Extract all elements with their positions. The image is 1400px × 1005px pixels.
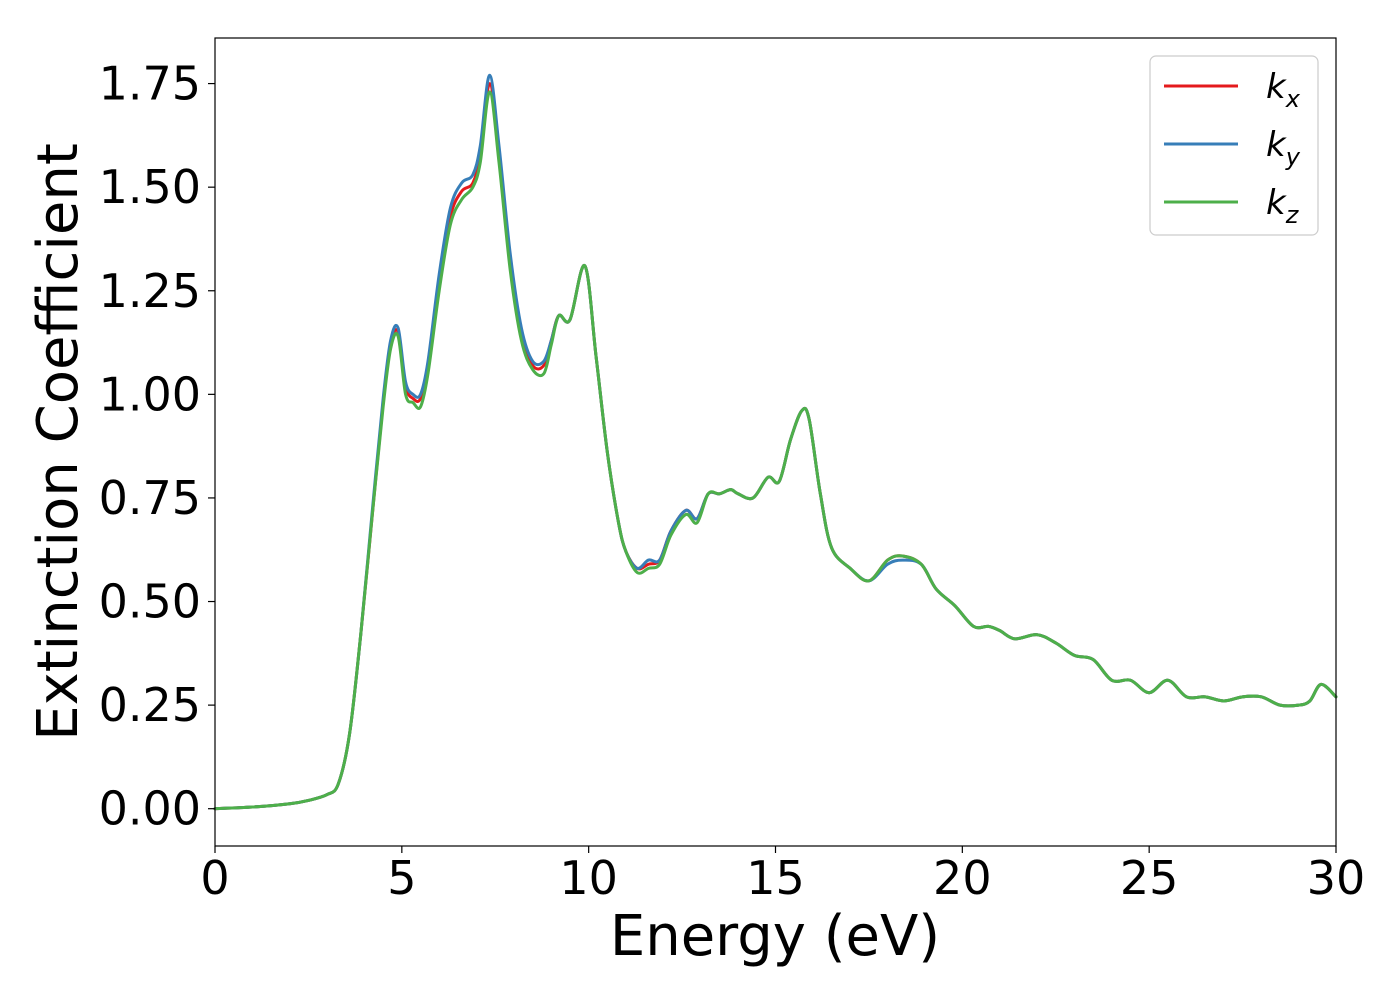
legend-label-subscript: y bbox=[1285, 143, 1301, 171]
x-tick-label: 25 bbox=[1120, 851, 1179, 905]
x-axis-label: Energy (eV) bbox=[610, 904, 940, 969]
x-tick-label: 20 bbox=[933, 851, 992, 905]
y-tick-label: 0.00 bbox=[99, 782, 201, 836]
y-tick-label: 0.50 bbox=[99, 575, 201, 629]
y-tick-label: 0.25 bbox=[99, 678, 201, 732]
x-tick-label: 0 bbox=[200, 851, 229, 905]
y-axis-label: Extinction Coefficient bbox=[26, 143, 91, 741]
series-layer bbox=[213, 73, 1338, 811]
legend-label-subscript: x bbox=[1285, 85, 1301, 113]
y-tick-label: 1.75 bbox=[99, 57, 201, 111]
y-tick-label: 1.25 bbox=[99, 264, 201, 318]
series-line-kz bbox=[213, 90, 1338, 811]
y-tick-label: 1.00 bbox=[99, 367, 201, 421]
x-tick-label: 5 bbox=[387, 851, 416, 905]
x-tick-label: 15 bbox=[746, 851, 805, 905]
y-tick-label: 0.75 bbox=[99, 471, 201, 525]
x-tick-label: 30 bbox=[1307, 851, 1366, 905]
ticks-layer: 0 5 10 15 20 25 30 0.00 0.25 0.50 0.75 1.00 1.25 1.50… bbox=[99, 57, 1366, 905]
legend-label-subscript: z bbox=[1285, 201, 1300, 229]
y-tick-label: 1.50 bbox=[99, 160, 201, 214]
x-tick-label: 10 bbox=[559, 851, 618, 905]
